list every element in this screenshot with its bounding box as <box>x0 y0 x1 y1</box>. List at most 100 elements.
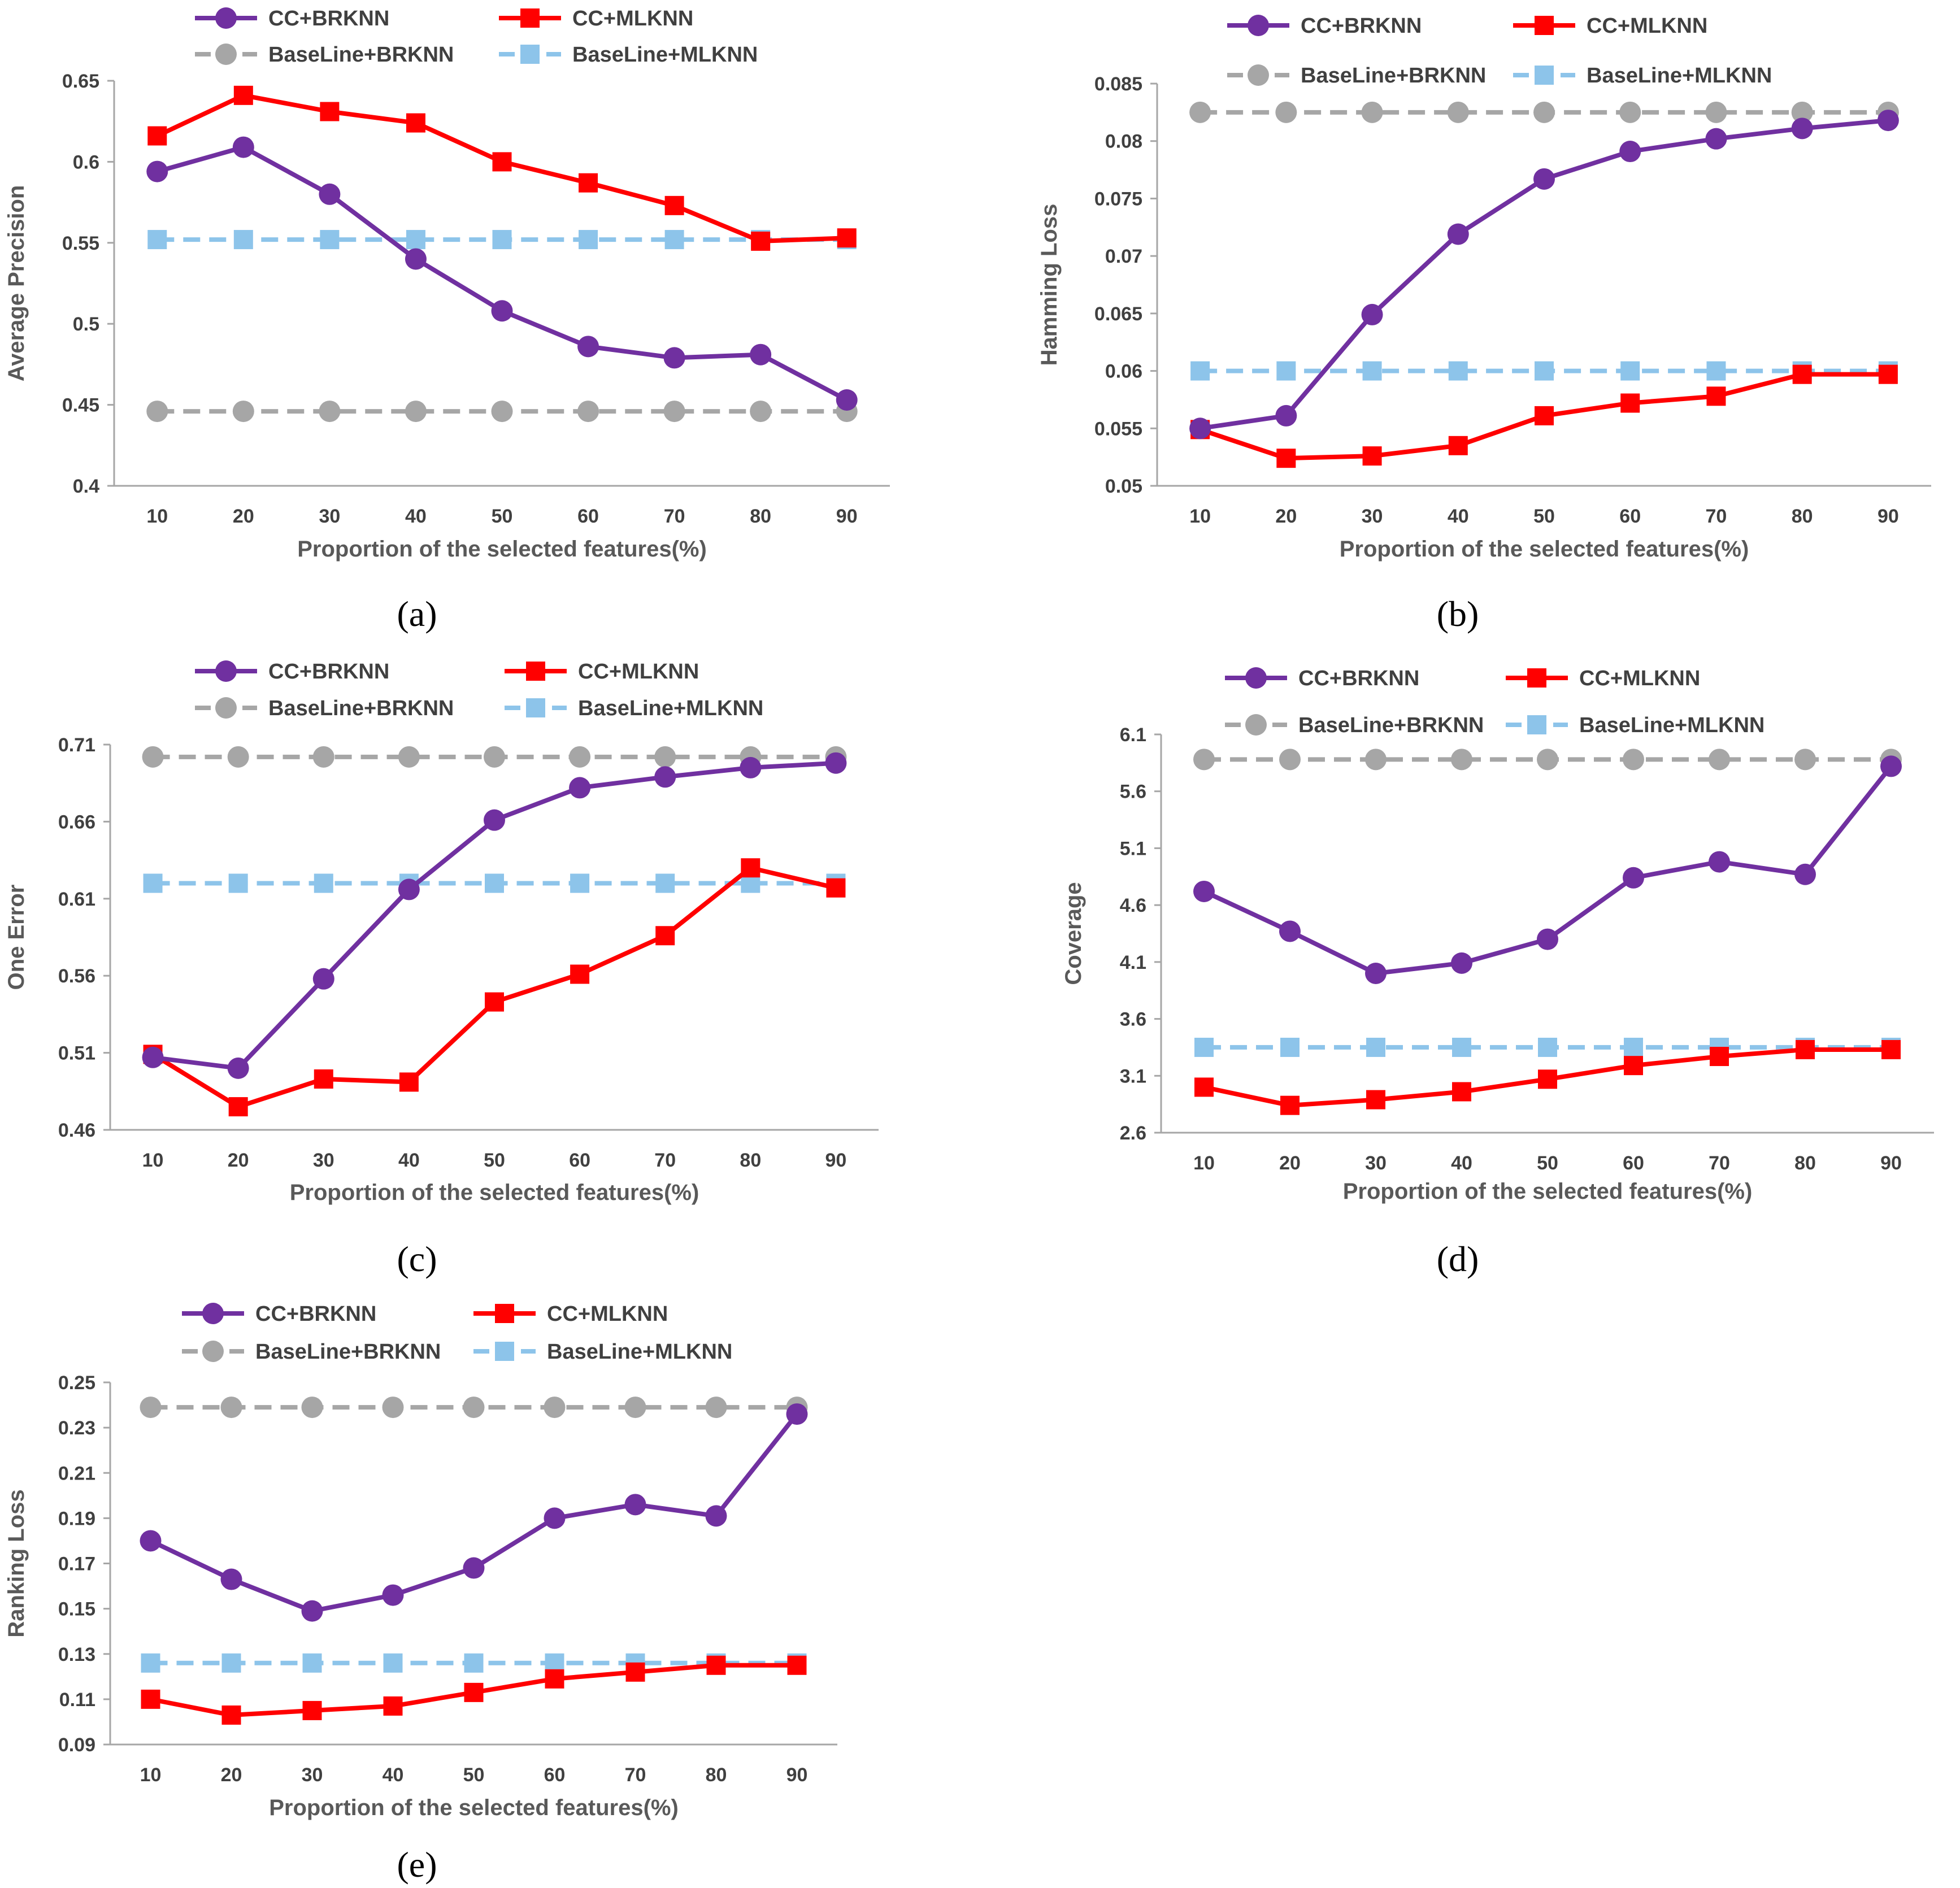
x-tick-label: 90 <box>786 1764 808 1786</box>
data-point <box>741 858 760 878</box>
data-point <box>1279 749 1301 771</box>
x-tick-label: 60 <box>569 1150 590 1171</box>
x-tick-label: 50 <box>463 1764 485 1786</box>
x-tick-label: 20 <box>228 1150 249 1171</box>
legend-marker <box>215 660 237 682</box>
y-tick-label: 0.25 <box>58 1372 95 1394</box>
y-axis-label: Ranking Loss <box>4 1489 29 1637</box>
data-point <box>570 873 590 893</box>
x-tick-label: 80 <box>750 506 771 527</box>
y-tick-label: 0.46 <box>58 1120 95 1141</box>
data-point <box>1447 101 1469 123</box>
x-tick-label: 10 <box>140 1764 162 1786</box>
data-point <box>484 746 505 768</box>
data-point <box>492 152 512 172</box>
y-tick-label: 0.085 <box>1094 73 1142 95</box>
x-tick-label: 30 <box>1365 1152 1387 1174</box>
data-point <box>228 1097 248 1117</box>
y-tick-label: 5.1 <box>1120 838 1146 859</box>
data-point <box>398 878 420 901</box>
data-point <box>484 809 505 831</box>
data-point <box>143 873 163 893</box>
legend-marker <box>1245 714 1267 736</box>
y-axis-label: One Error <box>4 885 29 990</box>
legend-marker <box>1245 667 1267 689</box>
data-point <box>491 401 513 423</box>
data-point <box>1361 303 1383 325</box>
x-tick-label: 10 <box>1193 1152 1215 1174</box>
x-tick-label: 30 <box>313 1150 334 1171</box>
data-point <box>1452 1037 1471 1057</box>
data-point <box>1624 1037 1643 1057</box>
legend-marker <box>520 8 540 28</box>
data-point <box>786 1403 808 1425</box>
y-tick-label: 0.065 <box>1094 303 1142 325</box>
x-tick-label: 90 <box>836 506 858 527</box>
y-tick-label: 0.17 <box>58 1554 95 1575</box>
x-tick-label: 10 <box>142 1150 164 1171</box>
chart-panel-b: 0.05 0.055 0.06 0.065 0.07 0.075 0.08 0.085 10 20… <box>1037 14 1931 634</box>
panel-caption: (c) <box>397 1239 437 1279</box>
y-tick-label: 5.6 <box>1120 781 1146 803</box>
legend: CC+BRKNN CC+MLKNN BaseLine+BRKNN BaseLine+M… <box>195 660 763 720</box>
x-tick-label: 40 <box>398 1150 420 1171</box>
data-point <box>544 1507 566 1529</box>
data-point <box>406 113 425 133</box>
data-point <box>220 1397 242 1419</box>
series-baseline-mlknn <box>147 230 857 250</box>
y-tick-label: 0.13 <box>58 1644 95 1665</box>
x-tick-label: 20 <box>1279 1152 1301 1174</box>
legend-marker <box>215 697 237 719</box>
legend-label: BaseLine+BRKNN <box>1301 64 1486 88</box>
legend-marker <box>215 7 237 29</box>
data-point <box>1794 863 1816 885</box>
x-tick-label: 70 <box>1709 1152 1730 1174</box>
data-point <box>1194 1077 1214 1097</box>
series-cc-brknn <box>140 1403 808 1622</box>
data-point <box>1537 749 1558 771</box>
series-cc-mlknn <box>1194 1039 1901 1115</box>
y-tick-label: 0.51 <box>58 1043 95 1064</box>
legend-marker <box>495 1342 514 1361</box>
data-point <box>141 1653 160 1673</box>
legend-marker <box>1527 668 1546 688</box>
y-tick-label: 0.06 <box>1105 361 1142 382</box>
legend-label: CC+BRKNN <box>255 1302 376 1326</box>
data-point <box>1365 963 1387 984</box>
data-point <box>787 1655 807 1675</box>
legend-label: CC+MLKNN <box>578 660 699 684</box>
data-point <box>1190 361 1210 381</box>
data-point <box>579 230 598 250</box>
y-tick-label: 0.055 <box>1094 418 1142 440</box>
data-point <box>320 230 340 250</box>
data-point <box>1452 1082 1471 1102</box>
data-point <box>227 746 249 768</box>
data-point <box>1791 118 1813 140</box>
y-axis-label: Average Precision <box>4 185 29 382</box>
y-tick-label: 0.07 <box>1105 246 1142 267</box>
x-tick-label: 80 <box>740 1150 761 1171</box>
data-point <box>1791 101 1813 123</box>
data-point <box>485 992 504 1012</box>
data-point <box>405 248 427 270</box>
series-baseline-brknn <box>1189 101 1899 123</box>
data-point <box>1533 101 1555 123</box>
data-point <box>492 230 512 250</box>
data-point <box>740 756 762 778</box>
legend-marker <box>495 1304 514 1323</box>
y-tick-label: 4.1 <box>1120 952 1146 973</box>
x-axis-label: Proportion of the selected features(%) <box>297 537 707 562</box>
data-point <box>1448 436 1468 455</box>
data-point <box>655 873 675 893</box>
legend-marker <box>526 662 545 681</box>
chart-panel-a: 0.4 0.45 0.5 0.55 0.6 0.65 10 20 30 40 50 60 70 80 90 P… <box>4 7 890 634</box>
legend-label: CC+BRKNN <box>268 660 389 684</box>
legend: CC+BRKNN CC+MLKNN BaseLine+BRKNN BaseLine+M… <box>195 7 758 67</box>
legend-marker <box>215 43 237 65</box>
y-tick-label: 0.56 <box>58 965 95 987</box>
legend-label: BaseLine+MLKNN <box>1587 64 1772 88</box>
data-point <box>1193 880 1215 902</box>
y-tick-label: 0.5 <box>73 314 99 335</box>
data-point <box>302 1700 322 1720</box>
series-cc-brknn <box>146 136 858 411</box>
